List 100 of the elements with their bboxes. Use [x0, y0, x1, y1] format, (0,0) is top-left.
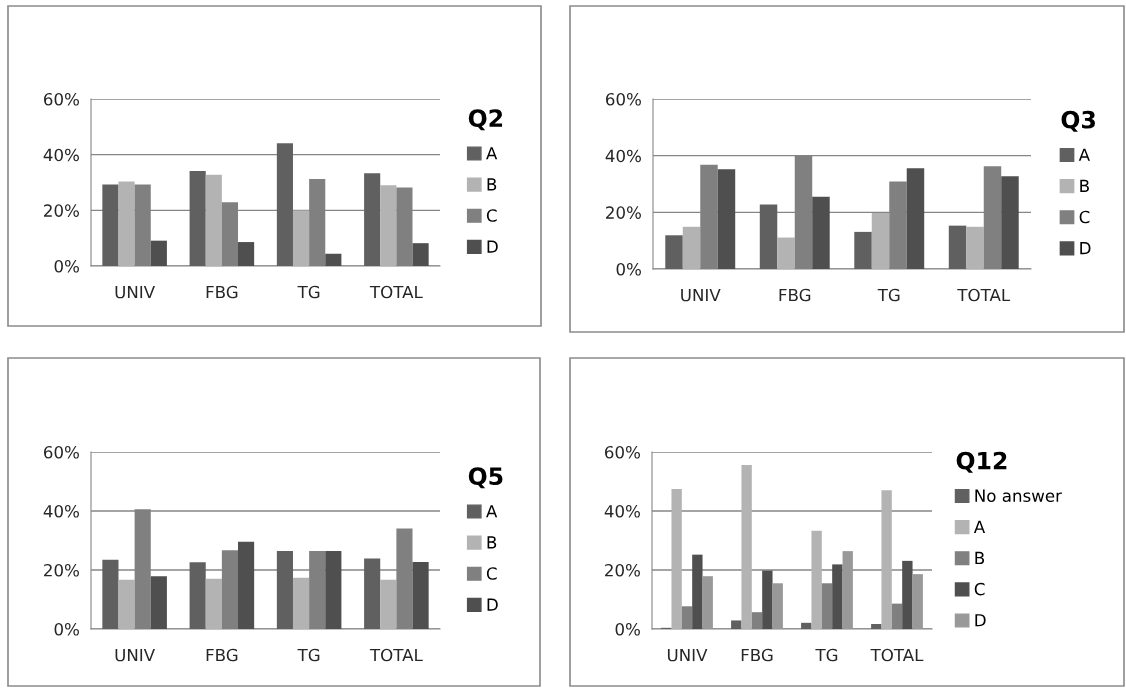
legend-label: B: [487, 178, 497, 191]
bar: [966, 226, 984, 269]
legend-label: A: [1078, 148, 1090, 161]
bar: [871, 212, 890, 269]
bar: [412, 562, 429, 629]
legend-label: D: [1080, 242, 1091, 255]
legend-label: C: [486, 567, 497, 580]
x-tick-label: TG: [877, 288, 900, 302]
y-tick-label: 20%: [44, 204, 79, 217]
legend-title: Q2: [468, 109, 503, 131]
y-tick-label: 0%: [615, 622, 640, 636]
bar: [811, 530, 822, 629]
y-tick-label: 20%: [44, 563, 79, 577]
y-tick-label: 60%: [44, 445, 79, 459]
bar: [881, 490, 892, 629]
bar: [832, 564, 843, 629]
y-tick-label: 20%: [606, 206, 641, 219]
x-tick-label: UNIV: [115, 648, 155, 662]
y-tick-label: 40%: [43, 148, 79, 162]
bar: [380, 185, 397, 266]
bar: [842, 551, 853, 629]
bar: [102, 184, 119, 266]
x-tick-label: UNIV: [115, 285, 155, 299]
bar: [150, 240, 167, 266]
legend-label: D: [487, 598, 498, 611]
bar: [276, 551, 293, 629]
bar: [205, 578, 222, 629]
legend-label: A: [486, 147, 498, 160]
bar: [702, 576, 713, 629]
bar: [665, 235, 683, 269]
x-tick-label: FBG: [206, 648, 238, 662]
bar: [325, 551, 342, 629]
bar: [731, 620, 742, 629]
legend-label: No answer: [975, 489, 1062, 502]
bar: [238, 242, 255, 266]
bar: [801, 622, 812, 629]
x-tick-label: TOTAL: [369, 285, 423, 299]
bar: [205, 174, 222, 266]
x-tick-label: UNIV: [667, 648, 708, 662]
legend-label: B: [975, 551, 985, 565]
bar: [380, 579, 397, 629]
legend-label: B: [1080, 179, 1089, 192]
legend-title: Q12: [956, 451, 1007, 473]
x-tick-label: FBG: [206, 285, 238, 299]
y-tick-label: 20%: [605, 563, 640, 577]
legend-label: D: [487, 240, 498, 253]
legend-label: C: [974, 582, 985, 596]
x-tick-label: TG: [297, 285, 320, 299]
bar: [118, 579, 135, 629]
x-tick-label: TOTAL: [957, 288, 1011, 302]
x-tick-label: TOTAL: [369, 648, 423, 662]
y-tick-label: 0%: [616, 262, 641, 276]
bar: [912, 574, 923, 629]
x-tick-label: UNIV: [681, 288, 721, 302]
legend-title: Q5: [468, 467, 503, 489]
bar: [682, 226, 701, 269]
bar: [854, 231, 872, 269]
bar: [812, 196, 830, 269]
bar: [292, 210, 310, 266]
legend-label: A: [973, 520, 986, 533]
y-tick-label: 60%: [605, 445, 640, 459]
bar: [762, 570, 773, 629]
bar: [238, 541, 255, 629]
x-tick-label: TG: [815, 648, 838, 662]
bar: [292, 577, 310, 629]
y-tick-label: 60%: [606, 92, 641, 106]
bar: [118, 181, 135, 266]
bar: [276, 143, 293, 266]
legend-label: A: [486, 505, 498, 518]
y-tick-label: 40%: [604, 504, 640, 518]
x-tick-label: FBG: [779, 288, 811, 302]
bar: [902, 560, 913, 629]
bar: [906, 168, 925, 269]
bar: [671, 488, 682, 629]
bar: [871, 623, 882, 629]
legend-title: Q3: [1061, 110, 1095, 132]
bar: [150, 576, 167, 629]
bar: [692, 554, 703, 629]
bar: [741, 464, 752, 629]
legend-label: C: [1079, 210, 1090, 224]
bar: [759, 204, 778, 269]
legend-label: D: [975, 614, 986, 627]
x-tick-label: TG: [297, 648, 320, 662]
y-tick-label: 0%: [54, 622, 79, 636]
bar: [1001, 176, 1019, 269]
x-tick-label: FBG: [741, 648, 773, 662]
y-tick-label: 60%: [44, 92, 79, 106]
y-tick-label: 0%: [54, 259, 79, 273]
bar: [325, 253, 342, 266]
x-tick-label: TOTAL: [870, 648, 924, 662]
y-tick-label: 40%: [605, 149, 641, 163]
bar: [364, 173, 381, 266]
y-tick-label: 40%: [43, 504, 79, 518]
bar: [717, 169, 736, 269]
bar: [777, 237, 795, 269]
bar: [772, 583, 783, 629]
bar: [189, 562, 206, 629]
bar: [364, 558, 381, 629]
legend-label: B: [487, 536, 497, 549]
bar: [948, 225, 967, 269]
